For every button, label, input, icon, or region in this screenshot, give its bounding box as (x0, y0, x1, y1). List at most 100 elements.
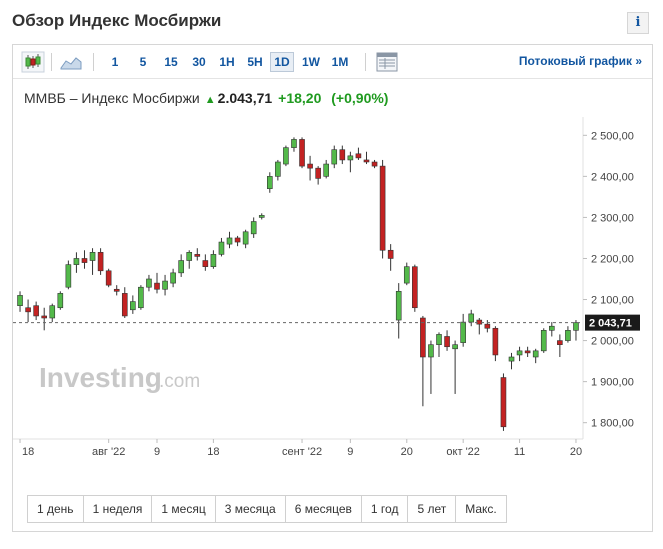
candle-up (452, 344, 458, 350)
candle-down (412, 266, 418, 309)
range-6-months[interactable]: 6 месяцев (285, 496, 362, 522)
timeframe-5[interactable]: 5 (139, 55, 147, 69)
timeframe-1m[interactable]: 1M (331, 55, 349, 69)
candle-up (549, 325, 555, 331)
candle-up (89, 252, 96, 261)
candle-up (323, 163, 329, 177)
candle-up (395, 291, 402, 321)
toolbar-separator (93, 53, 94, 71)
candle-up (170, 272, 176, 284)
candle-up (460, 321, 466, 343)
timeframe-1w[interactable]: 1W (302, 55, 320, 69)
range-1-year[interactable]: 1 год (361, 496, 409, 522)
watermark-text: Investing (39, 362, 162, 393)
candle-up (331, 149, 338, 165)
candle-down (113, 288, 120, 292)
candle-down (81, 258, 88, 263)
candle-down (315, 167, 321, 179)
range-1-month[interactable]: 1 месяц (152, 496, 216, 522)
candle-up (508, 356, 515, 362)
candle-down (154, 282, 160, 290)
x-tick-label: 11 (514, 446, 525, 458)
range-1-day[interactable]: 1 день (28, 496, 84, 522)
candle-up (573, 322, 579, 331)
candle-up (403, 266, 410, 284)
x-tick-label: 20 (401, 446, 413, 458)
last-price-tag-label: 2 043,71 (589, 318, 632, 330)
candle-up (540, 330, 547, 352)
timeframe-15[interactable]: 15 (164, 55, 178, 69)
price-change: +18,20 (278, 90, 322, 106)
candle-up (532, 350, 539, 358)
candle-down (476, 319, 483, 325)
page-title: Обзор Индекс Мосбиржи (12, 11, 222, 30)
y-tick-label: 1 900,00 (591, 377, 634, 389)
y-tick-label: 2 000,00 (591, 336, 634, 348)
info-icon[interactable]: i (627, 12, 649, 34)
timeframe-5h[interactable]: 5H (247, 55, 263, 69)
candle-up (291, 139, 297, 148)
price-chart[interactable]: Investing .com 2 500,002 400,002 300,002… (13, 117, 652, 467)
candle-down (105, 270, 112, 286)
candle-up (178, 260, 184, 274)
candle-down (363, 159, 370, 163)
candle-up (242, 231, 249, 245)
stream-chart-link[interactable]: Потоковый график » (518, 54, 642, 68)
candle-down (25, 307, 31, 313)
y-tick-label: 2 100,00 (591, 295, 634, 307)
table-icon[interactable] (375, 51, 399, 73)
candle-up (218, 241, 225, 255)
x-tick-label: 9 (347, 446, 353, 458)
area-chart-icon[interactable] (59, 51, 83, 73)
candle-up (226, 237, 233, 245)
candle-up (468, 313, 475, 323)
range-5-years[interactable]: 5 лет (408, 496, 457, 522)
candle-up (283, 147, 289, 165)
candle-up (49, 305, 56, 319)
candle-down (202, 260, 209, 267)
candle-up (428, 344, 434, 358)
y-tick-label: 2 400,00 (591, 171, 634, 183)
range-1-week[interactable]: 1 неделя (83, 496, 153, 522)
x-tick-label: окт '22 (446, 446, 479, 458)
watermark-suffix: .com (159, 371, 200, 392)
instrument-name: ММВБ – Индекс Мосбиржи (24, 90, 200, 106)
toolbar-separator (365, 53, 366, 71)
x-tick-label: 9 (154, 446, 160, 458)
candle-up (275, 161, 281, 177)
candle-up (210, 254, 217, 267)
timeframe-1h[interactable]: 1H (219, 55, 235, 69)
candle-down (492, 327, 499, 356)
candle-down (524, 350, 531, 354)
quote-line: ММВБ – Индекс Мосбиржи ▲ 2.043,71 +18,20 (+… (24, 90, 388, 106)
y-tick-label: 2 300,00 (591, 212, 634, 224)
y-axis: 2 500,00 2 400,00 2 300,00 2 200,00 2 100,00… (583, 130, 634, 430)
candle-down (41, 315, 47, 319)
candle-down (33, 305, 39, 317)
y-tick-label: 2 500,00 (591, 130, 634, 142)
last-price-marker: 2 043,71 (13, 314, 640, 331)
y-tick-label: 2 200,00 (591, 253, 634, 265)
timeframe-1[interactable]: 1 (111, 55, 119, 69)
candle-up (138, 286, 144, 309)
y-tick-label: 1 800,00 (591, 418, 634, 430)
timeframe-30[interactable]: 30 (192, 55, 206, 69)
candle-down (234, 237, 241, 243)
candle-down (299, 139, 305, 167)
candle-down (121, 293, 128, 317)
chart-toolbar: 1 5 15 30 1H 5H 1D 1W 1M Потоковый графи… (13, 45, 652, 79)
chart-widget: 1 5 15 30 1H 5H 1D 1W 1M Потоковый графи… (12, 44, 653, 532)
candle-up (516, 350, 523, 356)
toolbar-separator (51, 53, 52, 71)
investing-watermark: Investing .com (39, 362, 200, 393)
candlestick-icon[interactable] (21, 51, 45, 73)
candles (17, 137, 579, 431)
candle-down (339, 149, 346, 161)
range-3-months[interactable]: 3 месяца (215, 496, 286, 522)
candle-up (565, 330, 571, 341)
candle-down (371, 161, 378, 167)
range-max[interactable]: Макс. (456, 496, 506, 522)
candle-up (258, 215, 265, 218)
timeframe-1d[interactable]: 1D (270, 52, 294, 72)
candle-down (444, 336, 450, 348)
